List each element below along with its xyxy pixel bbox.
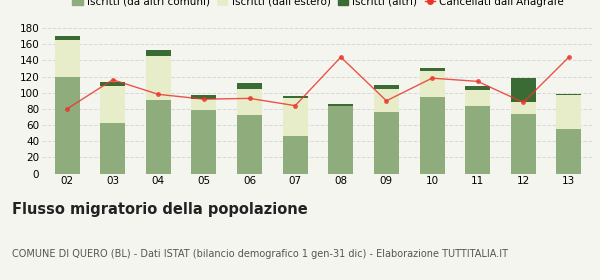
Bar — [237, 115, 262, 174]
Bar — [55, 40, 80, 77]
Bar — [146, 50, 171, 55]
Bar — [511, 78, 536, 102]
Bar — [283, 136, 308, 174]
Bar — [146, 55, 171, 100]
Bar — [556, 95, 581, 129]
Bar — [419, 71, 445, 97]
Text: COMUNE DI QUERO (BL) - Dati ISTAT (bilancio demografico 1 gen-31 dic) - Elaboraz: COMUNE DI QUERO (BL) - Dati ISTAT (bilan… — [12, 249, 508, 259]
Bar — [511, 114, 536, 174]
Bar — [374, 90, 399, 112]
Bar — [328, 106, 353, 174]
Bar — [237, 89, 262, 115]
Bar — [191, 110, 217, 174]
Bar — [374, 85, 399, 90]
Bar — [556, 94, 581, 95]
Bar — [237, 83, 262, 89]
Bar — [191, 99, 217, 110]
Bar — [283, 96, 308, 97]
Bar — [419, 97, 445, 174]
Bar — [374, 112, 399, 174]
Bar — [511, 102, 536, 114]
Bar — [328, 104, 353, 106]
Bar — [100, 82, 125, 86]
Bar — [556, 129, 581, 174]
Bar — [55, 77, 80, 174]
Bar — [191, 95, 217, 99]
Bar — [55, 36, 80, 40]
Bar — [465, 86, 490, 90]
Bar — [419, 68, 445, 71]
Bar — [100, 123, 125, 174]
Bar — [146, 100, 171, 174]
Bar — [100, 86, 125, 123]
Bar — [465, 90, 490, 106]
Legend: Iscritti (da altri comuni), Iscritti (dall'estero), Iscritti (altri), Cancellati: Iscritti (da altri comuni), Iscritti (da… — [68, 0, 568, 11]
Bar — [465, 106, 490, 174]
Text: Flusso migratorio della popolazione: Flusso migratorio della popolazione — [12, 202, 308, 217]
Bar — [283, 97, 308, 136]
